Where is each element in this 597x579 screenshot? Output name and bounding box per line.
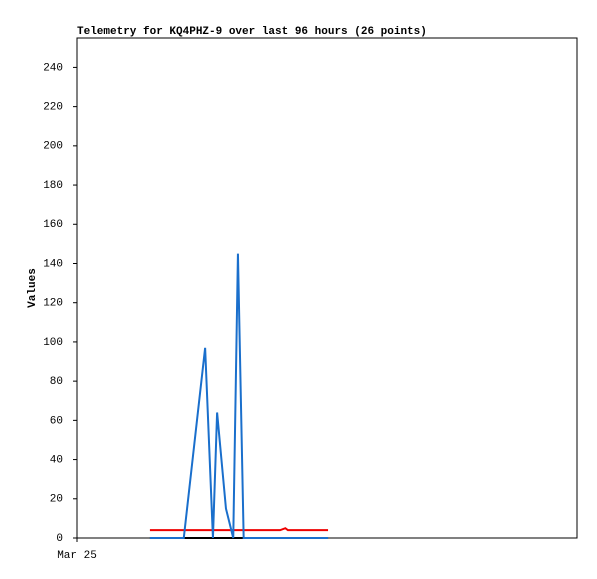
series-line <box>149 253 329 539</box>
chart-title: Telemetry for KQ4PHZ-9 over last 96 hour… <box>77 26 427 38</box>
y-tick-label: 60 <box>50 415 63 427</box>
y-tick-label: 140 <box>43 258 63 270</box>
y-axis-label: Values <box>27 268 39 308</box>
y-tick-label: 220 <box>43 102 63 114</box>
y-tick-label: 100 <box>43 337 63 349</box>
y-tick-label: 180 <box>43 180 63 192</box>
y-tick-label: 120 <box>43 298 63 310</box>
y-tick-label: 200 <box>43 141 63 153</box>
y-tick-label: 160 <box>43 219 63 231</box>
plot-frame <box>76 37 578 539</box>
y-tick-label: 40 <box>50 454 63 466</box>
y-tick-label: 240 <box>43 62 63 74</box>
series-line <box>149 527 329 532</box>
y-tick-label: 0 <box>56 533 63 545</box>
y-tick-label: 80 <box>50 376 63 388</box>
y-tick-label: 20 <box>50 494 63 506</box>
x-tick-label: Mar 25 <box>57 550 97 562</box>
